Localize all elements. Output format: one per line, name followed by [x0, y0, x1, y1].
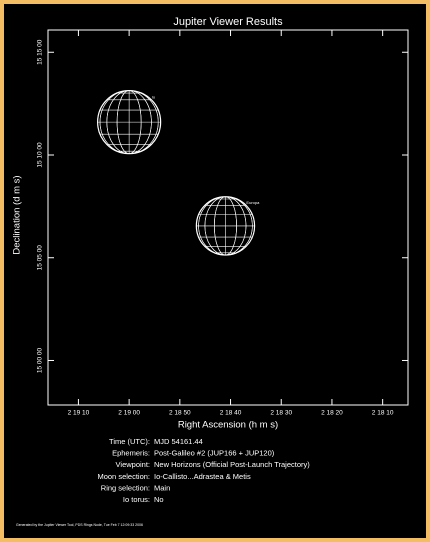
x-tick-label: 2 18 20	[321, 410, 343, 417]
y-axis-label: Declination (d m s)	[12, 175, 23, 254]
y-tick-label: 15 05 00	[37, 245, 44, 271]
y-tick-label: 15 00 00	[37, 347, 44, 373]
info-label: Moon selection:	[97, 472, 150, 481]
footer: Generated by the Jupiter Viewer Tool, PD…	[16, 523, 143, 527]
info-label: Ephemeris:	[112, 449, 150, 458]
moon-label: Europa	[246, 200, 260, 205]
chart: Jupiter Viewer Results Right Ascension (…	[0, 0, 430, 542]
x-tick-label: 2 18 10	[372, 410, 394, 417]
x-tick-label: 2 18 30	[270, 410, 292, 417]
y-tick-label: 15 15 00	[37, 39, 44, 65]
x-tick-label: 2 18 40	[220, 410, 242, 417]
info-label: Time (UTC):	[109, 437, 150, 446]
moon: Io	[98, 91, 161, 154]
x-tick-label: 2 19 00	[118, 410, 140, 417]
info-value: New Horizons (Official Post-Launch Traje…	[154, 460, 310, 469]
info-label: Ring selection:	[101, 483, 150, 492]
page: Jupiter Viewer Results Right Ascension (…	[0, 0, 430, 542]
info-value: Main	[154, 483, 170, 492]
x-tick-label: 2 18 50	[169, 410, 191, 417]
x-axis-label: Right Ascension (h m s)	[178, 420, 278, 431]
info-label: Viewpoint:	[116, 460, 150, 469]
info-value: Io-Callisto...Adrastea & Metis	[154, 472, 251, 481]
info-value: Post-Galileo #2 (JUP166 + JUP120)	[154, 449, 275, 458]
background	[4, 4, 426, 538]
info-value: MJD 54161.44	[154, 437, 203, 446]
x-tick-label: 2 19 10	[68, 410, 90, 417]
info-value: No	[154, 495, 164, 504]
info-label: Io torus:	[123, 495, 150, 504]
y-tick-label: 15 10 00	[37, 142, 44, 168]
chart-title: Jupiter Viewer Results	[173, 16, 283, 28]
